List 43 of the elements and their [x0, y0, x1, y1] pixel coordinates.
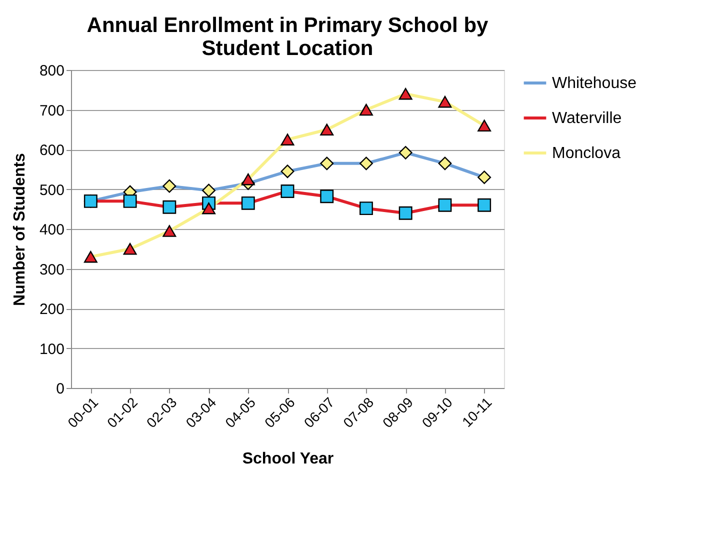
x-axis-title: School Year	[242, 450, 334, 468]
legend-label: Waterville	[552, 110, 622, 127]
point	[123, 194, 137, 208]
point	[398, 88, 412, 100]
y-tick-label: 500	[39, 182, 64, 199]
point	[398, 146, 412, 160]
point	[478, 198, 492, 212]
point	[280, 184, 294, 198]
point	[478, 120, 492, 132]
y-tick-label: 0	[56, 380, 64, 398]
point	[241, 196, 255, 210]
y-tick-label: 300	[39, 261, 64, 278]
y-tick-label: 700	[39, 102, 64, 120]
point	[398, 206, 412, 220]
y-axis-title: Number of Students	[11, 152, 28, 306]
point	[320, 190, 334, 204]
point	[360, 156, 373, 170]
point	[162, 179, 176, 193]
point	[438, 198, 452, 212]
point	[84, 250, 98, 263]
point	[202, 202, 216, 214]
point	[123, 242, 137, 255]
point	[360, 104, 373, 116]
y-tick-label: 100	[39, 340, 64, 358]
legend-label: Monclova	[552, 145, 621, 162]
y-tick-label: 400	[39, 222, 64, 238]
y-tick-label: 600	[39, 142, 64, 159]
legend-label: Whitehouse	[552, 75, 637, 92]
point	[320, 156, 334, 170]
point	[360, 202, 373, 216]
point	[202, 184, 216, 198]
point	[280, 164, 294, 178]
y-tick-label: 200	[39, 301, 64, 318]
point	[478, 170, 492, 184]
point	[162, 225, 176, 237]
point	[438, 96, 452, 108]
point	[241, 173, 255, 186]
point	[438, 156, 452, 170]
point	[162, 200, 176, 214]
point	[320, 124, 334, 136]
y-tick-label: 800	[39, 62, 64, 80]
point	[280, 134, 294, 146]
chart-title: Annual Enrollment in Primary School by Student Location	[86, 14, 489, 60]
